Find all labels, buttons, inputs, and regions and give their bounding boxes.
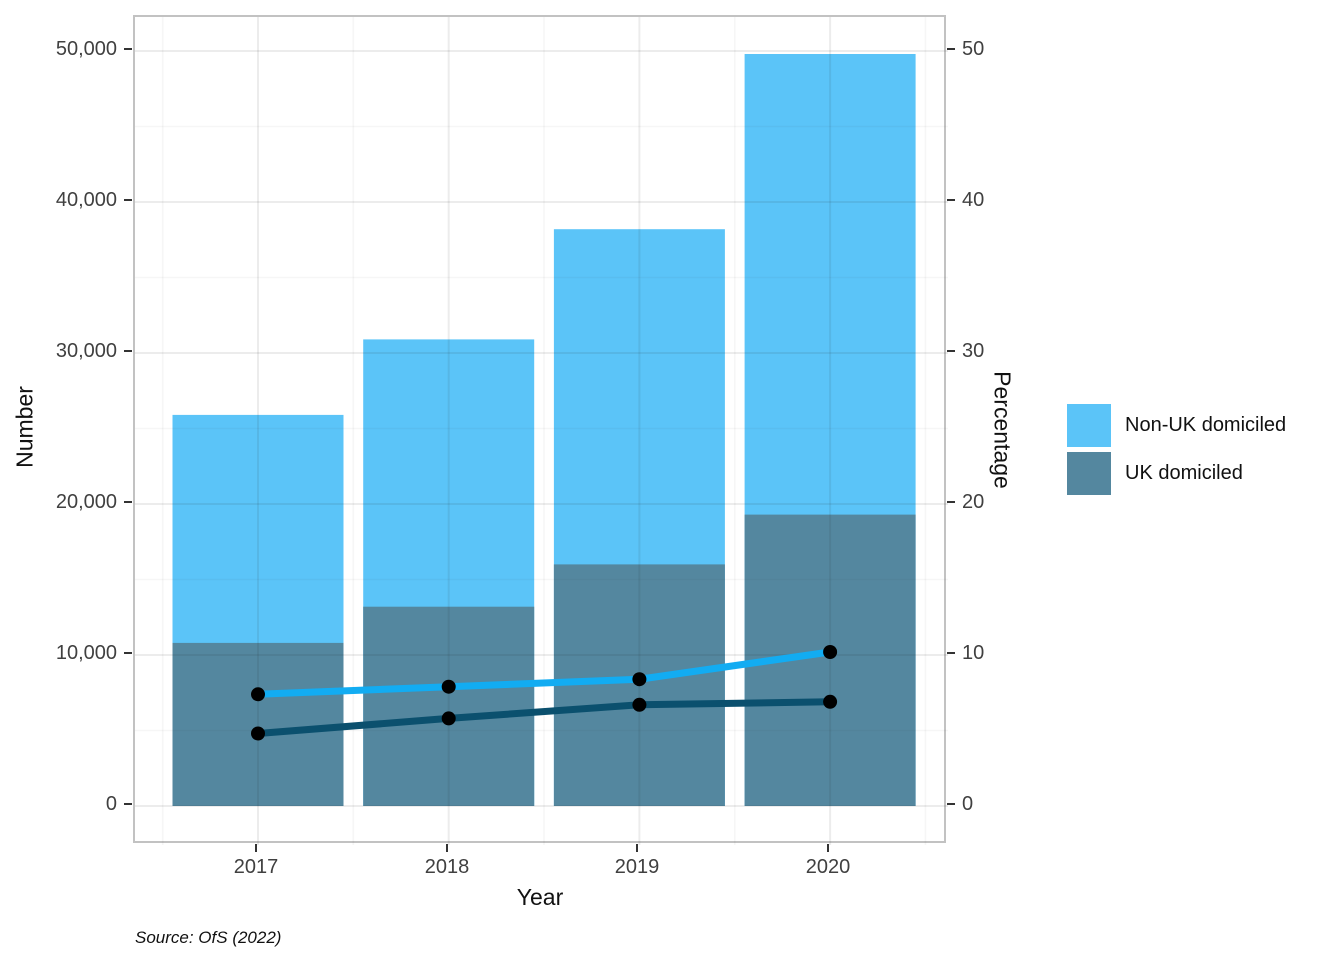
legend-item-non-uk: Non-UK domiciled [1067, 404, 1286, 447]
x-axis-tick [827, 844, 829, 852]
x-axis-tick-label: 2019 [614, 856, 660, 878]
legend: Non-UK domiciled UK domiciled [1067, 404, 1286, 500]
y-axis-tick [124, 48, 132, 50]
source-note: Source: OfS (2022) [135, 928, 282, 947]
data-point-marker [632, 672, 647, 687]
left-axis-title: Number [11, 386, 38, 468]
x-axis-tick-label: 2018 [424, 856, 470, 878]
y-axis-tick [124, 652, 132, 654]
y-axis-tick [124, 199, 132, 201]
right-axis-title: Percentage [989, 371, 1016, 489]
x-axis-tick-label: 2017 [233, 856, 279, 878]
data-point-marker [251, 726, 265, 741]
y2-axis-tick [947, 501, 955, 503]
y2-axis-tick-label: 50 [962, 38, 985, 60]
y2-axis-tick-label: 10 [962, 642, 985, 664]
legend-item-uk: UK domiciled [1067, 452, 1286, 495]
y2-axis-tick-label: 20 [962, 491, 985, 513]
y2-axis-tick [947, 48, 955, 50]
y2-axis-tick [947, 199, 955, 201]
y2-axis-tick-label: 40 [962, 189, 985, 211]
bar-uk-2018 [363, 606, 535, 806]
x-axis-tick [446, 844, 448, 852]
data-point-marker [441, 711, 456, 726]
y-axis-tick-label: 40,000 [55, 189, 117, 211]
y-axis-tick-label: 50,000 [55, 38, 117, 60]
legend-swatch-non-uk-icon [1067, 404, 1111, 447]
data-point-marker [441, 679, 456, 694]
line-non-uk [257, 648, 831, 698]
plot-panel [133, 15, 948, 845]
y2-axis-tick [947, 350, 955, 352]
y2-axis-tick [947, 803, 955, 805]
x-axis-title: Year [516, 884, 564, 910]
legend-swatch-uk-icon [1067, 452, 1111, 495]
y-axis-tick [124, 803, 132, 805]
bar-uk-2017 [172, 642, 344, 806]
y-axis-tick-label: 0 [105, 793, 117, 815]
y2-axis-tick [947, 652, 955, 654]
data-point-marker [251, 687, 265, 702]
y-axis-tick-label: 30,000 [55, 340, 117, 362]
data-point-marker [823, 694, 838, 709]
x-axis-tick [255, 844, 257, 852]
y-axis-tick-label: 20,000 [55, 491, 117, 513]
x-axis-tick-label: 2020 [805, 856, 851, 878]
y2-axis-tick-label: 30 [962, 340, 985, 362]
y-axis-tick [124, 501, 132, 503]
legend-label-uk: UK domiciled [1125, 462, 1243, 484]
line-uk [257, 698, 831, 737]
data-point-marker [823, 645, 838, 659]
x-axis-tick [636, 844, 638, 852]
y-axis-tick-label: 10,000 [55, 642, 117, 664]
legend-label-non-uk: Non-UK domiciled [1125, 414, 1287, 436]
data-point-marker [632, 697, 647, 712]
y2-axis-tick-label: 0 [962, 793, 974, 815]
y-axis-tick [124, 350, 132, 352]
